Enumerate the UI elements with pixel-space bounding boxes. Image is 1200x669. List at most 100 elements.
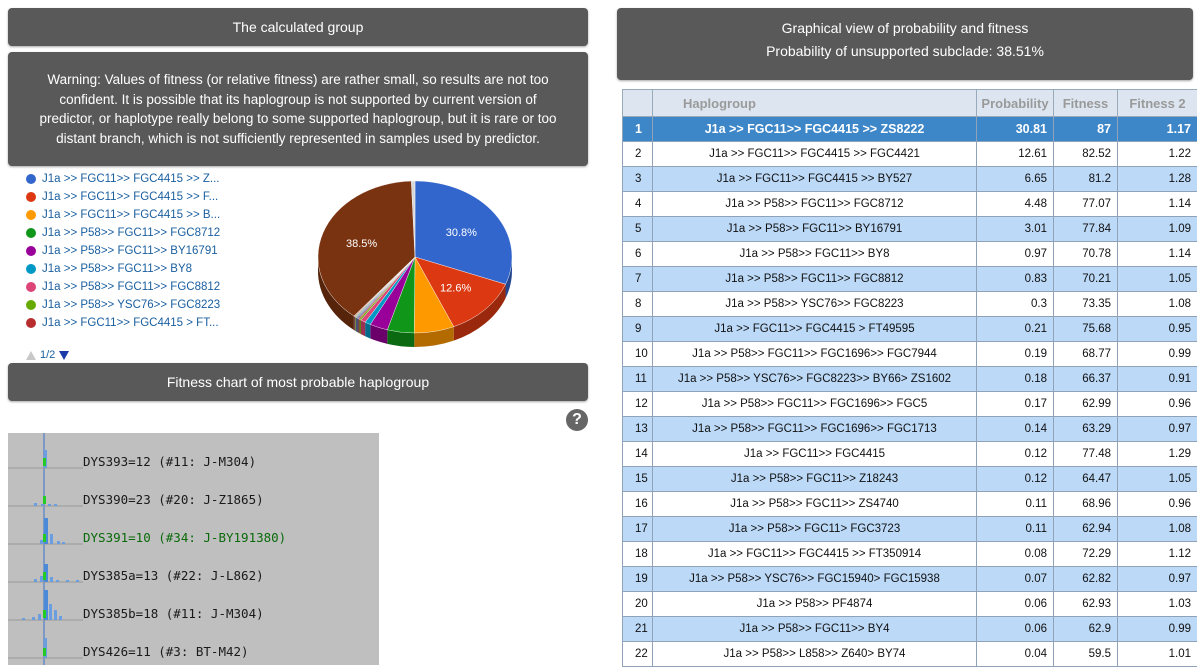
table-row[interactable]: 1 J1a >> FGC11>> FGC4415 >> ZS8222 30.81 87… [622, 116, 1197, 142]
value-cell: 62.93 [1053, 591, 1118, 617]
table-row[interactable]: 18 J1a >> FGC11>> FGC4415 >> FT350914 0.08… [622, 541, 1197, 567]
legend-label: J1a >> FGC11>> FGC4415 > FT... [42, 317, 219, 329]
fitness-chart: DYS393=12 (#11: J-M304) DYS390=23 (#20: J… [8, 433, 379, 665]
row-index: 19 [622, 566, 653, 592]
legend-label: J1a >> P58>> FGC11>> BY8 [42, 263, 193, 275]
table-row[interactable]: 11 J1a >> P58>> YSC76>> FGC8223>> BY66> Z… [622, 366, 1197, 392]
value-cell: 30.81 [976, 116, 1054, 142]
table-row[interactable]: 19 J1a >> P58>> YSC76>> FGC15940> FGC1593… [622, 566, 1197, 592]
table-header-cell[interactable]: Haplogroup [652, 89, 977, 117]
haplogroup-cell: J1a >> P58>> PF4874 [652, 591, 977, 617]
table-row[interactable]: 4 J1a >> P58>> FGC11>> FGC8712 4.48 77.07 1.… [622, 191, 1197, 217]
legend-item[interactable]: J1a >> FGC11>> FGC4415 >> F... [26, 188, 266, 206]
value-cell: 0.91 [1117, 366, 1197, 392]
table-row[interactable]: 15 J1a >> P58>> FGC11>> Z18243 0.12 64.47 1.… [622, 466, 1197, 492]
haplogroup-cell: J1a >> P58>> YSC76>> FGC15940> FGC15938 [652, 566, 977, 592]
legend-item[interactable]: J1a >> FGC11>> FGC4415 > FT... [26, 314, 266, 332]
fitness-chart-header: Fitness chart of most probable haplogrou… [8, 363, 588, 401]
row-index: 8 [622, 291, 653, 317]
graphical-view-title: Graphical view of probability and fitnes… [781, 20, 1029, 36]
table-row[interactable]: 13 J1a >> P58>> FGC11>> FGC1696>> FGC1713… [622, 416, 1197, 442]
row-index: 6 [622, 241, 653, 267]
value-cell: 77.48 [1053, 441, 1118, 467]
value-cell: 1.05 [1117, 466, 1197, 492]
haplogroup-cell: J1a >> FGC11>> FGC4415 [652, 441, 977, 467]
table-row[interactable]: 7 J1a >> P58>> FGC11>> FGC8812 0.83 70.21 1.… [622, 266, 1197, 292]
table-row[interactable]: 3 J1a >> FGC11>> FGC4415 >> BY527 6.65 81.2… [622, 166, 1197, 192]
fitness-marker [43, 458, 46, 466]
value-cell: 0.99 [1117, 341, 1197, 367]
value-cell: 66.37 [1053, 366, 1118, 392]
table-row[interactable]: 17 J1a >> P58>> FGC11> FGC3723 0.11 62.94 1.… [622, 516, 1197, 542]
row-index: 21 [622, 616, 653, 642]
value-cell: 62.94 [1053, 516, 1118, 542]
calculated-group-title: The calculated group [232, 19, 364, 35]
table-header-cell[interactable] [622, 89, 653, 117]
table-row[interactable]: 21 J1a >> P58>> FGC11>> BY4 0.06 62.9 0.99 [622, 616, 1197, 642]
pager-label: 1/2 [40, 349, 56, 361]
pie-slice-side [414, 326, 454, 347]
value-cell: 6.65 [976, 166, 1054, 192]
fitness-bar [41, 504, 44, 506]
fitness-marker [43, 496, 46, 504]
value-cell: 3.01 [976, 216, 1054, 242]
value-cell: 0.19 [976, 341, 1054, 367]
value-cell: 0.04 [976, 641, 1054, 667]
fitness-bar [34, 579, 37, 582]
table-row[interactable]: 6 J1a >> P58>> FGC11>> BY8 0.97 70.78 1.14 [622, 241, 1197, 267]
value-cell: 87 [1053, 116, 1118, 142]
fitness-marker [43, 572, 46, 580]
pie-slice [411, 180, 416, 258]
haplogroup-cell: J1a >> P58>> FGC11>> BY16791 [652, 216, 977, 242]
haplogroup-cell: J1a >> P58>> FGC11>> FGC1696>> FGC1713 [652, 416, 977, 442]
legend-item[interactable]: J1a >> P58>> YSC76>> FGC8223 [26, 296, 266, 314]
table-row[interactable]: 12 J1a >> P58>> FGC11>> FGC1696>> FGC5 0.1… [622, 391, 1197, 417]
fitness-row-label: DYS385b=18 (#11: J-M304) [83, 606, 264, 621]
value-cell: 12.61 [976, 141, 1054, 167]
value-cell: 72.29 [1053, 541, 1118, 567]
haplogroup-cell: J1a >> P58>> FGC11>> Z18243 [652, 466, 977, 492]
table-row[interactable]: 8 J1a >> P58>> YSC76>> FGC8223 0.3 73.35 1.0… [622, 291, 1197, 317]
warning-box: Warning: Values of fitness (or relative … [8, 52, 588, 166]
pager-up-icon[interactable] [26, 350, 36, 360]
table-header-cell[interactable]: Probability [976, 89, 1054, 117]
haplogroup-cell: J1a >> P58>> FGC11>> FGC8812 [652, 266, 977, 292]
value-cell: 0.07 [976, 566, 1054, 592]
value-cell: 0.11 [976, 516, 1054, 542]
fitness-bar [76, 580, 79, 582]
haplogroup-cell: J1a >> P58>> FGC11>> BY4 [652, 616, 977, 642]
value-cell: 63.29 [1053, 416, 1118, 442]
table-row[interactable]: 20 J1a >> P58>> PF4874 0.06 62.93 1.03 [622, 591, 1197, 617]
legend-item[interactable]: J1a >> P58>> FGC11>> FGC8712 [26, 224, 266, 242]
table-header-cell[interactable]: Fitness 2 [1117, 89, 1197, 117]
row-index: 14 [622, 441, 653, 467]
table-row[interactable]: 2 J1a >> FGC11>> FGC4415 >> FGC4421 12.61 8… [622, 141, 1197, 167]
table-row[interactable]: 14 J1a >> FGC11>> FGC4415 0.12 77.48 1.29 [622, 441, 1197, 467]
help-icon[interactable]: ? [566, 409, 588, 431]
pie-slice-side [453, 284, 506, 341]
legend-item[interactable]: J1a >> P58>> FGC11>> BY8 [26, 260, 266, 278]
legend-item[interactable]: J1a >> FGC11>> FGC4415 >> Z... [26, 170, 266, 188]
value-cell: 1.01 [1117, 641, 1197, 667]
legend-dot-icon [26, 300, 36, 310]
table-row[interactable]: 22 J1a >> P58>> L858>> Z640> BY74 0.04 59.5… [622, 641, 1197, 667]
legend-item[interactable]: J1a >> P58>> FGC11>> FGC8812 [26, 278, 266, 296]
pie-slice [414, 180, 513, 285]
legend-item[interactable]: J1a >> P58>> FGC11>> BY16791 [26, 242, 266, 260]
row-index: 13 [622, 416, 653, 442]
pie-slice-side [365, 322, 371, 339]
table-header-cell[interactable]: Fitness [1053, 89, 1118, 117]
pager-down-icon[interactable] [59, 350, 70, 360]
table-row[interactable]: 9 J1a >> FGC11>> FGC4415 > FT49595 0.21 75.… [622, 316, 1197, 342]
legend-item[interactable]: J1a >> FGC11>> FGC4415 >> B... [26, 206, 266, 224]
pie-percent-label: 38.5% [346, 238, 377, 250]
legend-dot-icon [26, 192, 36, 202]
value-cell: 0.97 [976, 241, 1054, 267]
fitness-bar [44, 518, 48, 544]
value-cell: 1.08 [1117, 516, 1197, 542]
table-row[interactable]: 10 J1a >> P58>> FGC11>> FGC1696>> FGC7944… [622, 341, 1197, 367]
table-row[interactable]: 16 J1a >> P58>> FGC11>> ZS4740 0.11 68.96 0.… [622, 491, 1197, 517]
value-cell: 82.52 [1053, 141, 1118, 167]
haplogroup-cell: J1a >> P58>> FGC11>> ZS4740 [652, 491, 977, 517]
table-row[interactable]: 5 J1a >> P58>> FGC11>> BY16791 3.01 77.84 1.… [622, 216, 1197, 242]
